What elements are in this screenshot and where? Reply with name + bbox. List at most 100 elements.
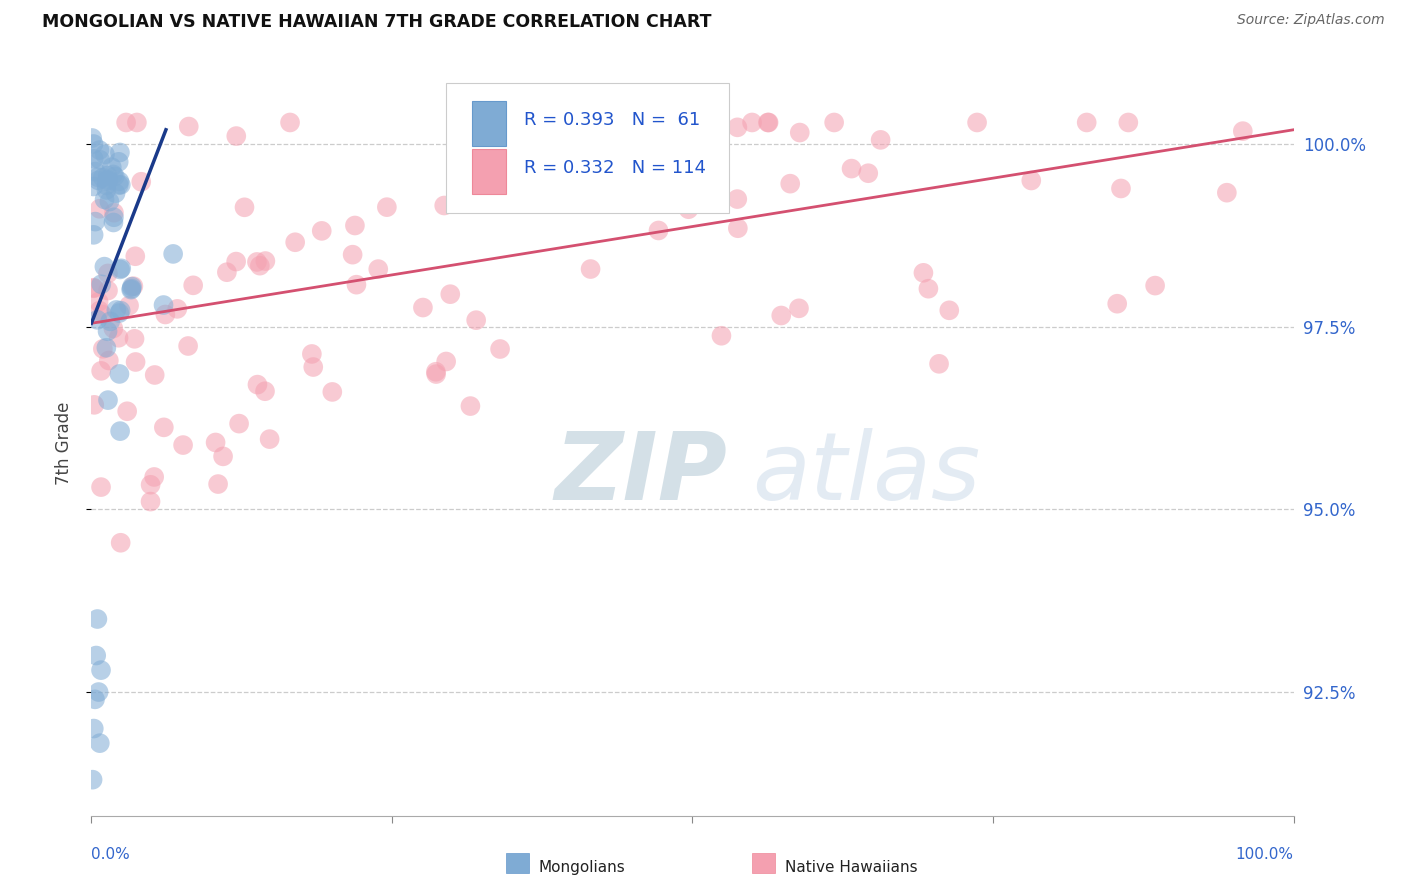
Point (678, 202, 700, 217)
Point (97, 353, 120, 368)
Point (710, 328, 733, 343)
Point (166, 301, 188, 316)
Point (912, 266, 935, 280)
Point (91, 308, 114, 322)
Point (725, 192, 748, 206)
Point (83, 398, 105, 412)
Point (98, 314, 121, 328)
Point (583, 180, 606, 194)
FancyBboxPatch shape (472, 149, 506, 194)
Point (97, 393, 120, 408)
Point (87, 685, 110, 699)
Point (215, 265, 238, 279)
Point (489, 342, 512, 356)
Point (321, 384, 343, 399)
Point (342, 247, 364, 261)
Point (311, 224, 333, 238)
Point (139, 477, 162, 491)
Point (841, 161, 863, 176)
Point (103, 321, 125, 335)
Point (1076, 115, 1098, 129)
Point (87, 173, 110, 187)
Point (110, 261, 132, 276)
Text: Source: ZipAtlas.com: Source: ZipAtlas.com (1237, 13, 1385, 28)
Point (1144, 278, 1167, 293)
Point (1109, 181, 1132, 195)
Point (103, 211, 125, 225)
Point (869, 133, 891, 147)
Point (425, 367, 447, 381)
Point (770, 309, 793, 323)
Point (143, 368, 166, 382)
Point (120, 283, 142, 297)
Point (433, 198, 456, 212)
Point (143, 470, 166, 484)
Point (93, 260, 115, 274)
Point (253, 384, 276, 399)
Point (650, 115, 672, 129)
Text: R = 0.393   N =  61: R = 0.393 N = 61 (524, 111, 700, 128)
Point (727, 221, 749, 235)
Point (110, 303, 132, 318)
Point (90, 480, 112, 494)
Point (1118, 115, 1140, 129)
Point (83, 136, 105, 151)
Point (458, 143, 481, 157)
Point (756, 115, 779, 129)
Text: MONGOLIAN VS NATIVE HAWAIIAN 7TH GRADE CORRELATION CHART: MONGOLIAN VS NATIVE HAWAIIAN 7TH GRADE C… (42, 13, 711, 31)
Point (204, 435, 226, 450)
Point (302, 359, 325, 374)
Text: 100.0%: 100.0% (1236, 847, 1294, 862)
Point (89, 303, 111, 318)
Point (108, 174, 131, 188)
Point (177, 339, 200, 353)
Point (96, 183, 118, 197)
Point (83, 280, 105, 294)
Point (108, 145, 131, 160)
Point (1019, 173, 1042, 187)
FancyBboxPatch shape (446, 83, 728, 213)
Point (246, 377, 269, 392)
Point (225, 254, 247, 268)
Point (89, 153, 111, 167)
Point (301, 347, 323, 361)
Point (101, 160, 124, 174)
Point (91, 170, 114, 185)
Point (87, 170, 110, 185)
Point (83, 152, 105, 166)
Point (177, 120, 200, 134)
Point (105, 302, 128, 317)
Point (82, 179, 104, 194)
Text: 0.0%: 0.0% (91, 847, 131, 862)
Point (966, 115, 988, 129)
Point (638, 143, 661, 157)
Point (90, 364, 112, 378)
Point (96, 341, 118, 355)
Point (91, 342, 114, 356)
Point (90, 663, 112, 677)
Point (84, 692, 107, 706)
Point (84, 164, 107, 178)
Text: ZIP: ZIP (554, 427, 727, 519)
Point (108, 306, 131, 320)
Point (98, 194, 121, 209)
Point (124, 332, 146, 346)
Point (858, 166, 880, 180)
Point (228, 417, 250, 431)
Point (89, 202, 111, 216)
Point (212, 450, 235, 464)
Point (412, 301, 434, 315)
Text: Native Hawaiians: Native Hawaiians (785, 860, 917, 874)
Point (96, 178, 118, 193)
Point (108, 262, 131, 277)
Point (103, 215, 125, 229)
Point (488, 158, 510, 172)
Point (124, 249, 146, 263)
Point (84, 214, 107, 228)
Point (741, 115, 763, 129)
Text: atlas: atlas (752, 428, 981, 519)
Point (367, 262, 389, 277)
Point (83, 722, 105, 736)
Point (225, 129, 247, 144)
Point (434, 354, 457, 368)
